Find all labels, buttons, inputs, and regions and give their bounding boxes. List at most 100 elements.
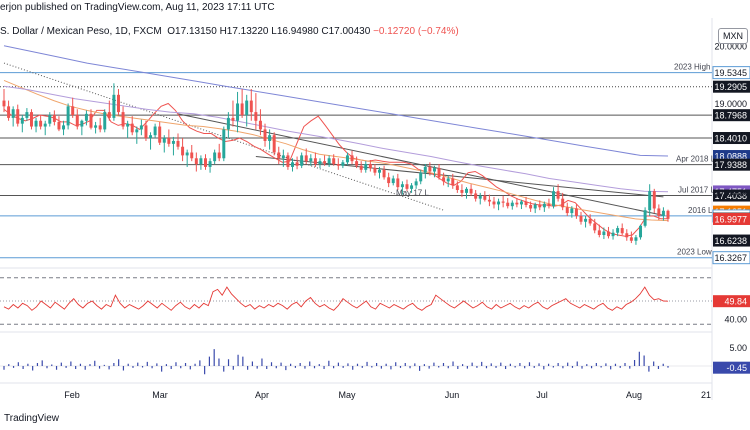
candle-body: [11, 109, 15, 118]
candle-body: [639, 225, 643, 238]
candle-body: [116, 94, 120, 113]
annotation-label: 2023 High: [674, 63, 710, 72]
candle-body: [625, 233, 629, 238]
price-label-bg: [713, 158, 750, 171]
price-label: 19.2905: [714, 82, 747, 92]
brand-text: TradingView: [4, 413, 60, 424]
candle-body: [478, 195, 482, 199]
candle-body: [107, 112, 111, 118]
candle-body: [648, 191, 652, 211]
price-label-bg: [713, 212, 750, 225]
candle-body: [483, 195, 487, 200]
price-label: 18.7968: [714, 111, 747, 121]
candle-body: [245, 100, 249, 115]
candle-body: [611, 232, 615, 237]
price-label-bg: [713, 189, 750, 202]
candle-body: [368, 164, 372, 169]
candle-body: [327, 158, 331, 164]
candle-body: [410, 185, 414, 189]
tradingview-logo: TradingView: [4, 413, 59, 424]
candle-body: [57, 121, 61, 130]
x-tick-label: Jul: [536, 390, 548, 400]
ohlc-close: C17.00430: [321, 26, 371, 37]
x-tick-label: Jun: [445, 390, 460, 400]
ohlc-low: L16.94980: [271, 26, 319, 37]
candle-body: [295, 162, 299, 166]
candle-body: [437, 168, 441, 178]
price-label: 18.0888: [714, 152, 747, 162]
price-label-bg: [713, 234, 750, 247]
candle-body: [149, 135, 153, 139]
candle-body: [497, 201, 501, 205]
candle-body: [158, 126, 162, 143]
candle-body: [570, 208, 574, 214]
candle-body: [309, 158, 313, 162]
candle-body: [387, 177, 391, 184]
price-label: 19.5345: [714, 68, 747, 78]
candle-body: [240, 103, 244, 115]
candle-body: [190, 152, 194, 159]
candle-body: [606, 231, 610, 237]
candle-body: [602, 231, 606, 235]
price-label: 17.4038: [714, 191, 747, 201]
candle-body: [48, 115, 52, 124]
annotation-label: Jul 2017 L: [678, 186, 715, 195]
candle-body: [378, 169, 381, 173]
candle-body: [400, 184, 404, 188]
candle-body: [332, 158, 336, 165]
candle-body: [565, 207, 569, 214]
candle-body: [162, 138, 166, 143]
candle-body: [144, 125, 148, 139]
candle-body: [538, 204, 542, 208]
publisher-line: erjon published on TradingView.com, Aug …: [0, 2, 275, 13]
candle-body: [34, 120, 38, 127]
candle-body: [103, 112, 107, 130]
rsi-value-label: 49.84: [724, 297, 747, 307]
candle-body: [323, 161, 327, 164]
candle-body: [643, 210, 647, 226]
candle-body: [451, 178, 455, 186]
candle-body: [139, 125, 143, 130]
candle-body: [661, 210, 665, 216]
candle-body: [2, 100, 6, 107]
trend-line: [177, 113, 664, 216]
price-label-bg: [712, 251, 750, 265]
candle-body: [446, 178, 450, 182]
candle-body: [39, 120, 43, 127]
candle-body: [84, 113, 88, 121]
candle-body: [236, 103, 240, 121]
y-tick-label: 17.4498: [714, 188, 747, 198]
candle-body: [465, 188, 468, 193]
currency-button[interactable]: MXN: [718, 28, 748, 44]
candle-body: [414, 181, 418, 186]
ema-line: [3, 79, 669, 222]
candle-body: [469, 188, 473, 194]
price-label: 18.4010: [714, 134, 747, 144]
candle-body: [62, 125, 66, 130]
candle-body: [657, 208, 661, 216]
candle-body: [222, 129, 226, 159]
annotation-label: 2023 Low: [677, 248, 712, 257]
candle-body: [616, 228, 620, 233]
candle-body: [89, 113, 93, 128]
candle-body: [593, 223, 597, 231]
candle-body: [510, 202, 514, 207]
candle-body: [98, 125, 102, 130]
candle-body: [277, 152, 281, 159]
candle-body: [286, 155, 290, 167]
candle-body: [176, 140, 180, 147]
candle-body: [7, 106, 11, 118]
candle-body: [52, 115, 56, 122]
candle-body: [432, 168, 436, 172]
price-label-bg: [712, 66, 750, 80]
volume-value-bg: [713, 361, 750, 374]
candle-body: [254, 112, 258, 121]
candle-body: [634, 237, 638, 241]
candle-body: [373, 168, 377, 173]
ema-line: [3, 85, 669, 193]
candle-body: [16, 109, 20, 124]
candle-body: [552, 191, 556, 207]
candle-body: [153, 126, 157, 136]
price-label: 16.9977: [714, 214, 747, 224]
